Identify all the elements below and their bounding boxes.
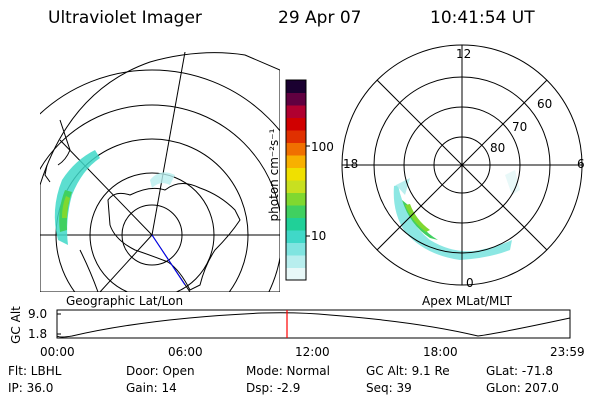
timeline-xtick-1800: 18:00 (423, 345, 458, 359)
info-ip: IP: 36.0 (8, 381, 54, 395)
timeline-xtick-2359: 23:59 (550, 345, 585, 359)
colorbar-swatch (286, 267, 306, 281)
mlt-label-6: 6 (577, 157, 585, 171)
colorbar-tick-10: 10 (311, 229, 327, 243)
colorbar-swatch (286, 230, 306, 243)
info-glon: GLon: 207.0 (486, 381, 559, 395)
lat-label-70: 70 (512, 120, 528, 134)
date-label: 29 Apr 07 (278, 8, 362, 28)
colorbar-swatch (286, 255, 306, 268)
info-gcalt: GC Alt: 9.1 Re (366, 364, 450, 378)
timeline-xtick-0000: 00:00 (40, 345, 75, 359)
colorbar-swatch (286, 130, 306, 143)
colorbar-swatch (286, 217, 306, 231)
timeline-axis-label: GC Alt (9, 306, 23, 344)
instrument-title: Ultraviolet Imager (48, 8, 202, 28)
colorbar-swatch (286, 192, 306, 206)
info-door: Door: Open (126, 364, 195, 378)
colorbar-swatch (286, 105, 306, 118)
time-label: 10:41:54 UT (430, 8, 535, 28)
timeline-ytick-1.8: 1.8 (28, 327, 48, 341)
geographic-map (40, 52, 280, 292)
info-dsp: Dsp: -2.9 (246, 381, 301, 395)
left-panel-label: Geographic Lat/Lon (66, 294, 184, 308)
info-mode: Mode: Normal (246, 364, 330, 378)
colorbar-swatch (286, 92, 306, 106)
mlt-label-18: 18 (343, 157, 359, 171)
timeline-xtick-1200: 12:00 (295, 345, 330, 359)
colorbar (285, 79, 310, 281)
colorbar-unit-label: photon cm⁻²s⁻¹ (267, 128, 281, 222)
gc-alt-timeline (56, 309, 571, 339)
mlt-label-12: 12 (456, 47, 472, 61)
colorbar-swatch (286, 142, 306, 156)
timeline-ytick-9: 9.0 (28, 307, 48, 321)
colorbar-swatch (286, 117, 306, 131)
colorbar-tick-100: 100 (311, 140, 334, 154)
colorbar-swatch (286, 242, 306, 256)
info-glat: GLat: -71.8 (486, 364, 553, 378)
info-seq: Seq: 39 (366, 381, 412, 395)
colorbar-swatch (286, 205, 306, 218)
info-gain: Gain: 14 (126, 381, 177, 395)
polar-plot (341, 44, 583, 286)
lat-label-80: 80 (490, 141, 506, 155)
right-panel-label: Apex MLat/MLT (422, 294, 512, 308)
mlt-label-0: 0 (466, 276, 474, 290)
lat-label-60: 60 (537, 97, 553, 111)
colorbar-swatch (286, 167, 306, 181)
colorbar-swatch (286, 80, 306, 93)
colorbar-swatch (286, 155, 306, 168)
colorbar-swatch (286, 180, 306, 193)
info-flt: Flt: LBHL (8, 364, 62, 378)
timeline-xtick-0600: 06:00 (168, 345, 203, 359)
